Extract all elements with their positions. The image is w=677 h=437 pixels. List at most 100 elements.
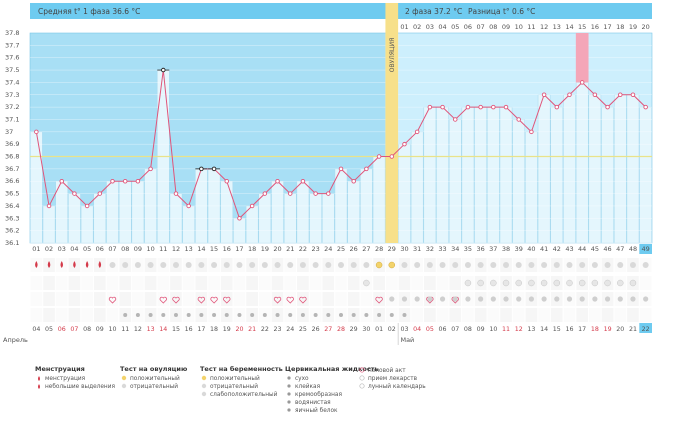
temperature-point xyxy=(135,178,141,184)
temperature-point xyxy=(402,141,407,147)
date-label: 06 xyxy=(58,326,66,333)
observation-cell xyxy=(297,292,309,306)
observation-cell xyxy=(411,276,424,290)
date-label: 01 xyxy=(375,326,383,333)
cycle-day-label: 42 xyxy=(553,245,561,253)
legend-item: прием лекарств xyxy=(368,376,418,382)
cervical-fluid xyxy=(161,313,166,317)
intercourse-heart xyxy=(172,296,180,304)
date-label: 09 xyxy=(477,326,485,333)
x-axis: 01 02 03 04 05 06 07 08 09 10 11 12 13 14 15 16 17 18 19 20… xyxy=(3,244,652,345)
cycle-day-label: 34 xyxy=(451,245,459,253)
date-label: 29 xyxy=(350,326,358,333)
date-label: 16 xyxy=(565,326,573,333)
ovulation-test-negative xyxy=(515,262,522,268)
cycle-day-label: 20 xyxy=(273,245,281,253)
cycle-day-label: 18 xyxy=(248,245,256,253)
observation-cell xyxy=(449,308,462,322)
legend-icon xyxy=(359,367,365,373)
observation-cell xyxy=(132,276,144,290)
menstruation-drop xyxy=(98,261,102,268)
observation-cell xyxy=(335,276,347,290)
temperature-point xyxy=(376,154,382,159)
cycle-day-label: 23 xyxy=(311,245,319,253)
medication-dot xyxy=(592,296,598,302)
y-tick-label: 37.4 xyxy=(5,78,19,86)
medication-dot xyxy=(643,296,649,302)
pregnancy-test xyxy=(604,279,611,287)
legend-icon xyxy=(38,384,40,389)
observation-cell xyxy=(601,308,614,322)
legend-item: отрицательный xyxy=(130,383,178,390)
medication-dot xyxy=(427,296,433,302)
date-label: 11 xyxy=(502,326,510,333)
cervical-fluid xyxy=(237,313,242,317)
medication-dot xyxy=(490,296,496,302)
date-label: 27 xyxy=(324,326,332,333)
temperature-point xyxy=(478,104,483,110)
value-column xyxy=(80,205,94,244)
ovulation-label: ОВУЛЯЦИЯ xyxy=(389,38,396,73)
medication-dot xyxy=(401,296,408,302)
pregnancy-test xyxy=(566,279,573,287)
date-label: 02 xyxy=(388,326,396,333)
y-tick-label: 37.6 xyxy=(5,54,19,62)
cycle-day-label: 41 xyxy=(540,245,548,253)
intercourse-heart xyxy=(159,296,167,304)
observation-cell xyxy=(525,308,538,322)
observation-cell xyxy=(309,276,322,290)
legend-icon xyxy=(121,383,127,389)
observation-cell xyxy=(144,276,157,290)
intercourse-heart xyxy=(223,296,231,304)
date-label: 04 xyxy=(413,326,421,333)
medication-dot xyxy=(604,296,611,302)
temperature-point xyxy=(110,178,115,184)
y-tick-label: 37.5 xyxy=(5,66,19,74)
date-label: 13 xyxy=(527,326,535,333)
legend-item: сухо xyxy=(295,376,309,382)
date-label: 22 xyxy=(642,326,650,333)
ovulation-test-negative xyxy=(503,262,510,268)
date-label: 21 xyxy=(629,326,637,333)
cycle-day-label: 14 xyxy=(197,245,205,253)
cycle-day-label: 27 xyxy=(362,245,370,253)
intercourse-heart xyxy=(375,296,383,304)
value-column xyxy=(220,180,234,244)
observation-cell xyxy=(208,292,220,306)
ovulation-test-negative xyxy=(591,262,598,268)
temperature-point xyxy=(567,92,572,98)
observation-cell xyxy=(119,276,132,290)
legend-icon xyxy=(359,375,365,381)
date-label: 19 xyxy=(604,326,612,333)
observation-cell xyxy=(538,308,550,322)
month-label-may: Май xyxy=(400,336,414,344)
observation-cell xyxy=(284,276,297,290)
ovulation-test-negative xyxy=(528,262,535,268)
cycle-day-label: 30 xyxy=(400,245,408,253)
month-label-april: Апрель xyxy=(3,336,28,344)
medication-dot xyxy=(452,296,458,302)
ovulation-test-negative xyxy=(249,262,256,268)
value-column xyxy=(575,82,589,244)
intercourse-heart xyxy=(108,296,117,304)
highlight-column xyxy=(575,33,589,83)
temperature-point xyxy=(427,104,433,110)
menstruation-drop xyxy=(85,261,89,268)
intercourse-heart xyxy=(299,296,307,304)
value-column xyxy=(550,106,564,244)
value-column xyxy=(499,106,513,244)
date-label: 15 xyxy=(172,326,180,333)
temperature-point xyxy=(338,166,344,172)
ovulation-test-negative xyxy=(553,262,560,268)
legend-item: отрицательный xyxy=(210,383,258,390)
cycle-day-label: 11 xyxy=(159,245,167,253)
ovulation-test-negative xyxy=(414,262,421,268)
date-label: 24 xyxy=(286,326,294,333)
cycle-day-label: 47 xyxy=(616,245,624,253)
observation-cell xyxy=(170,276,182,290)
observation-cell xyxy=(589,308,601,322)
ovulation-test-negative xyxy=(642,262,649,268)
menstruation-drop xyxy=(73,261,76,268)
observation-cell xyxy=(373,292,385,306)
